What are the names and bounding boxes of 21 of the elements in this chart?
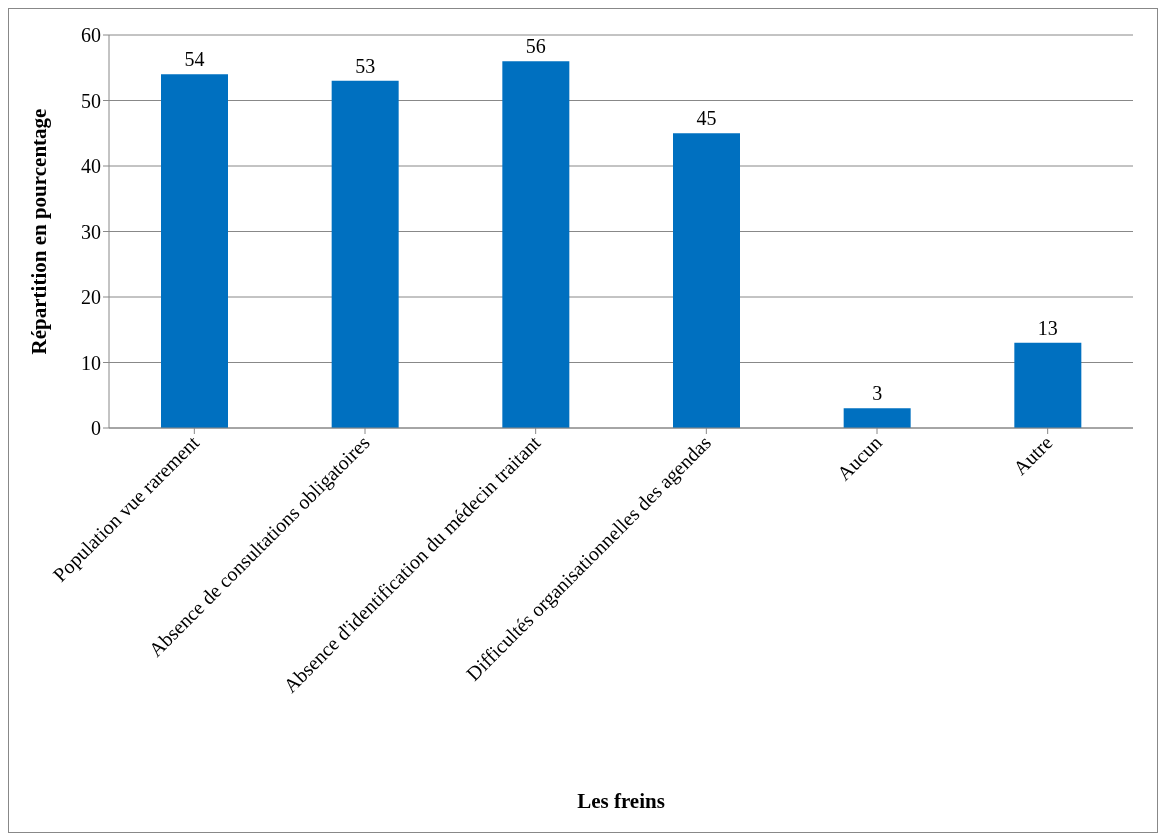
- x-axis-title: Les freins: [577, 789, 665, 813]
- bar: [673, 133, 740, 428]
- data-label: 56: [525, 35, 546, 58]
- data-label: 45: [696, 107, 717, 130]
- bar: [161, 74, 228, 428]
- data-label: 54: [184, 48, 205, 71]
- y-tick-label: 10: [81, 351, 101, 374]
- bar: [1014, 342, 1082, 428]
- data-label: 3: [872, 382, 883, 405]
- data-label: 13: [1037, 316, 1058, 339]
- y-tick-label: 30: [81, 220, 101, 243]
- data-label: 53: [355, 54, 376, 77]
- bar: [331, 80, 399, 428]
- bar: [843, 408, 911, 428]
- y-tick-label: 60: [81, 24, 101, 47]
- y-tick-label: 40: [81, 155, 101, 178]
- bar: [502, 61, 570, 428]
- y-tick-label: 0: [91, 417, 101, 440]
- y-tick-label: 50: [81, 89, 101, 112]
- y-tick-label: 20: [81, 286, 101, 309]
- y-axis-title: Répartition en pourcentage: [27, 108, 52, 355]
